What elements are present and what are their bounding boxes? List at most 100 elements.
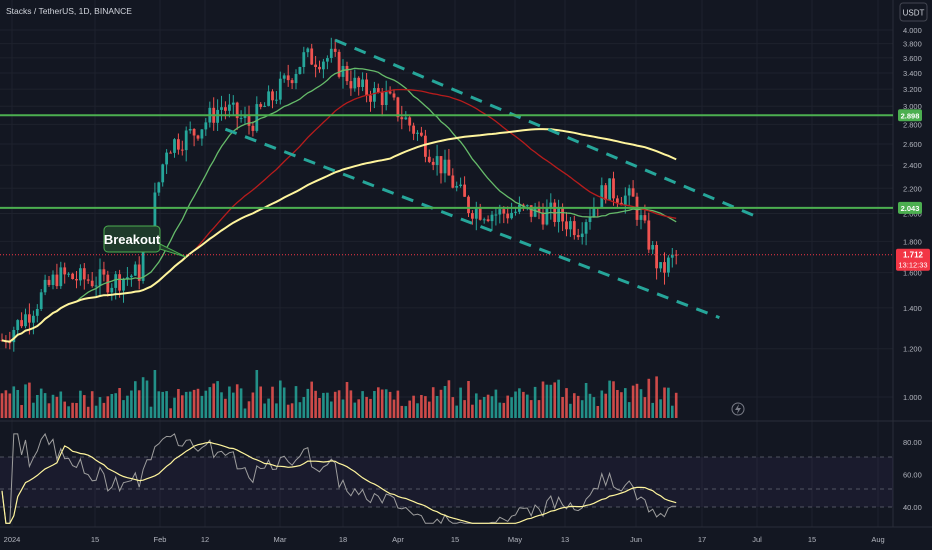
candle-body xyxy=(643,215,647,221)
symbol-title[interactable]: Stacks / TetherUS, 1D, BINANCE xyxy=(6,6,132,16)
candle-body xyxy=(631,188,635,197)
volume-bar xyxy=(502,402,506,418)
volume-bar xyxy=(357,399,360,418)
volume-bar xyxy=(196,388,200,418)
volume-bar xyxy=(63,401,66,418)
volume-bar xyxy=(455,405,458,418)
volume-bar xyxy=(310,381,313,418)
volume-bar xyxy=(322,392,325,418)
candle-body xyxy=(122,278,125,291)
candle-body xyxy=(647,220,651,250)
volume-bar xyxy=(569,403,572,418)
candle-body xyxy=(259,104,263,107)
candle-body xyxy=(298,67,302,74)
time-tick-label: Apr xyxy=(392,535,404,544)
candle-body xyxy=(623,195,627,206)
time-tick-label: 2024 xyxy=(4,535,21,544)
candle-body xyxy=(35,309,39,316)
candle-body xyxy=(310,48,314,65)
volume-bar xyxy=(177,389,180,418)
candle-body xyxy=(106,274,110,293)
volume-bar xyxy=(67,406,70,418)
breakout-callout[interactable]: Breakout xyxy=(103,225,187,258)
volume-bar xyxy=(212,383,215,418)
candle-body xyxy=(32,315,35,323)
currency-button[interactable]: USDT xyxy=(899,2,928,22)
volume-bar xyxy=(627,402,631,418)
volume-bar xyxy=(51,394,55,418)
volume-bar xyxy=(353,402,357,418)
candle-body xyxy=(282,75,286,79)
candle-body xyxy=(455,186,459,188)
volume-bar xyxy=(533,386,537,418)
candle-body xyxy=(522,204,525,206)
volume-bar xyxy=(318,398,321,418)
volume-bar xyxy=(232,392,235,418)
candle-body xyxy=(216,109,219,123)
moving-average-3 xyxy=(1,128,677,343)
volume-bar xyxy=(439,389,443,418)
level-tag-upper-label: 2.898 xyxy=(901,111,920,120)
volume-bar xyxy=(286,404,290,418)
candle-body xyxy=(165,152,168,165)
volume-bar xyxy=(459,387,462,418)
candle-body xyxy=(549,202,553,209)
volume-bar xyxy=(208,387,212,418)
volume-bar xyxy=(369,398,372,418)
candle-body xyxy=(443,159,447,174)
volume-bar xyxy=(373,391,376,418)
volume-bar xyxy=(400,405,404,418)
price-axis[interactable]: 4.000 3.800 3.600 3.400 3.200 3.000 2.800 2.600… xyxy=(903,26,922,402)
price-tick-label: 1.000 xyxy=(903,393,922,402)
candle-body xyxy=(553,202,557,222)
time-tick-label: May xyxy=(508,535,522,544)
level-tag-lower-label: 2.043 xyxy=(901,204,920,213)
time-axis[interactable]: 2024 15 Feb 12 Mar 18 Apr 15 May 13 Jun 17 Jul 15 Aug xyxy=(4,535,885,544)
price-tick-label: 2.400 xyxy=(903,161,922,170)
volume-bar xyxy=(471,404,474,418)
volume-bar xyxy=(435,396,439,418)
candle-body xyxy=(537,206,541,213)
channel-line[interactable] xyxy=(334,38,760,219)
candle-body xyxy=(569,221,572,230)
rsi-axis[interactable]: 80.00 60.00 40.00 xyxy=(903,438,922,512)
volume-bar xyxy=(674,392,678,418)
volume-bar xyxy=(239,388,243,418)
volume-bar xyxy=(279,380,282,418)
volume-bar xyxy=(75,403,78,418)
volume-bar xyxy=(482,397,486,418)
descending-channel[interactable] xyxy=(224,38,760,320)
volume-bar xyxy=(192,389,196,418)
volume-bar xyxy=(302,397,306,418)
volume-bar xyxy=(408,400,411,418)
volume-bar xyxy=(224,398,227,418)
volume-bar xyxy=(294,386,298,418)
candle-body xyxy=(290,80,294,84)
candle-body xyxy=(576,235,580,238)
horizontal-levels[interactable] xyxy=(0,114,893,209)
candle-body xyxy=(141,250,145,281)
volume-bar xyxy=(396,390,400,418)
channel-line[interactable] xyxy=(224,127,720,320)
volume-bar xyxy=(573,393,576,418)
volume-bar xyxy=(282,387,286,418)
volume-bar xyxy=(545,384,549,418)
rsi-tick-label: 40.00 xyxy=(903,503,922,512)
volume-bar xyxy=(8,393,12,418)
rsi-tick-label: 60.00 xyxy=(903,471,922,480)
volume-bar xyxy=(12,386,16,418)
volume-bar xyxy=(663,387,666,418)
candle-body xyxy=(43,279,47,293)
volume-bar xyxy=(529,400,533,418)
lightning-icon[interactable] xyxy=(731,402,745,416)
candle-body xyxy=(326,58,329,62)
candle-body xyxy=(263,105,266,107)
candle-body xyxy=(525,205,529,207)
candle-body xyxy=(667,257,670,273)
candle-body xyxy=(224,107,227,111)
price-tick-label: 1.400 xyxy=(903,304,922,313)
volume-bar xyxy=(204,390,208,418)
rsi-tick-label: 80.00 xyxy=(903,438,922,447)
candle-body xyxy=(153,192,157,229)
